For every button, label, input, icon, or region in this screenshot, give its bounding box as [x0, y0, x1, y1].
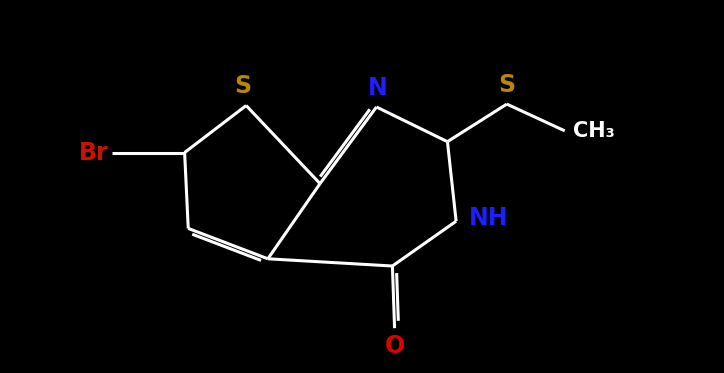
Text: CH₃: CH₃ [573, 121, 615, 141]
Text: Br: Br [79, 141, 109, 164]
Text: S: S [498, 73, 515, 97]
Text: S: S [234, 74, 251, 98]
Text: N: N [368, 76, 388, 100]
Text: O: O [384, 334, 405, 358]
Text: NH: NH [469, 206, 509, 230]
